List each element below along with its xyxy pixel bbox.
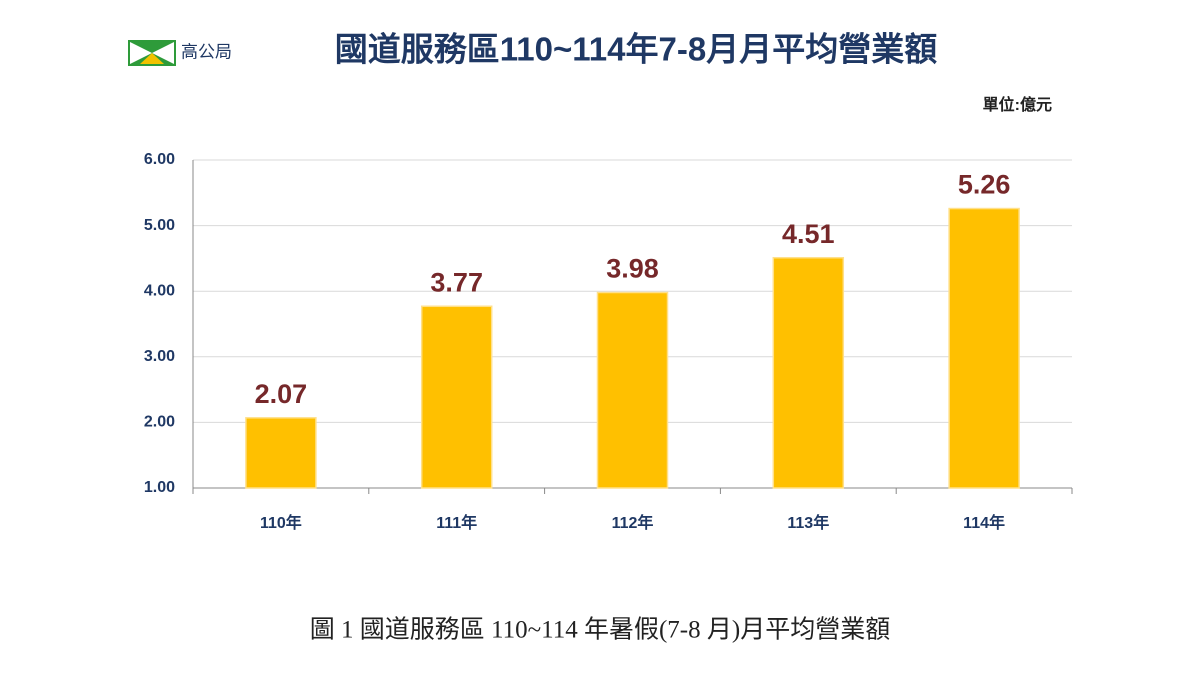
y-tick-label: 1.00 <box>144 479 175 496</box>
bar <box>948 207 1020 489</box>
x-tick-label: 111年 <box>436 513 477 532</box>
caption: 圖 1 國道服務區 110~114 年暑假(7-8 月)月平均營業額 <box>310 616 890 644</box>
logo-shape <box>140 53 164 64</box>
bar <box>772 256 845 489</box>
unit-label: 單位:億元 <box>983 95 1052 114</box>
x-tick-label: 114年 <box>963 513 1005 532</box>
value-label: 2.07 <box>255 379 308 409</box>
chart-title: 國道服務區110~114年7-8月月平均營業額 <box>335 31 937 68</box>
x-tick-label: 112年 <box>612 513 654 532</box>
value-label: 4.51 <box>782 219 835 249</box>
value-label: 5.26 <box>958 170 1011 200</box>
logo-text: 高公局 <box>181 42 232 61</box>
logo: 高公局 <box>128 40 232 66</box>
logo-shape <box>152 42 174 64</box>
x-tick-label: 113年 <box>787 513 829 532</box>
y-tick-label: 4.00 <box>144 282 175 299</box>
logo-shape <box>130 42 152 64</box>
value-label: 3.98 <box>606 254 659 284</box>
y-tick-label: 5.00 <box>144 217 175 234</box>
y-tick-label: 3.00 <box>144 348 175 365</box>
y-tick-label: 2.00 <box>144 414 175 431</box>
bar <box>596 291 669 489</box>
bar <box>420 305 493 489</box>
value-label: 3.77 <box>430 267 483 297</box>
bar <box>245 417 317 489</box>
y-tick-label: 6.00 <box>144 151 175 168</box>
x-tick-label: 110年 <box>260 513 302 532</box>
